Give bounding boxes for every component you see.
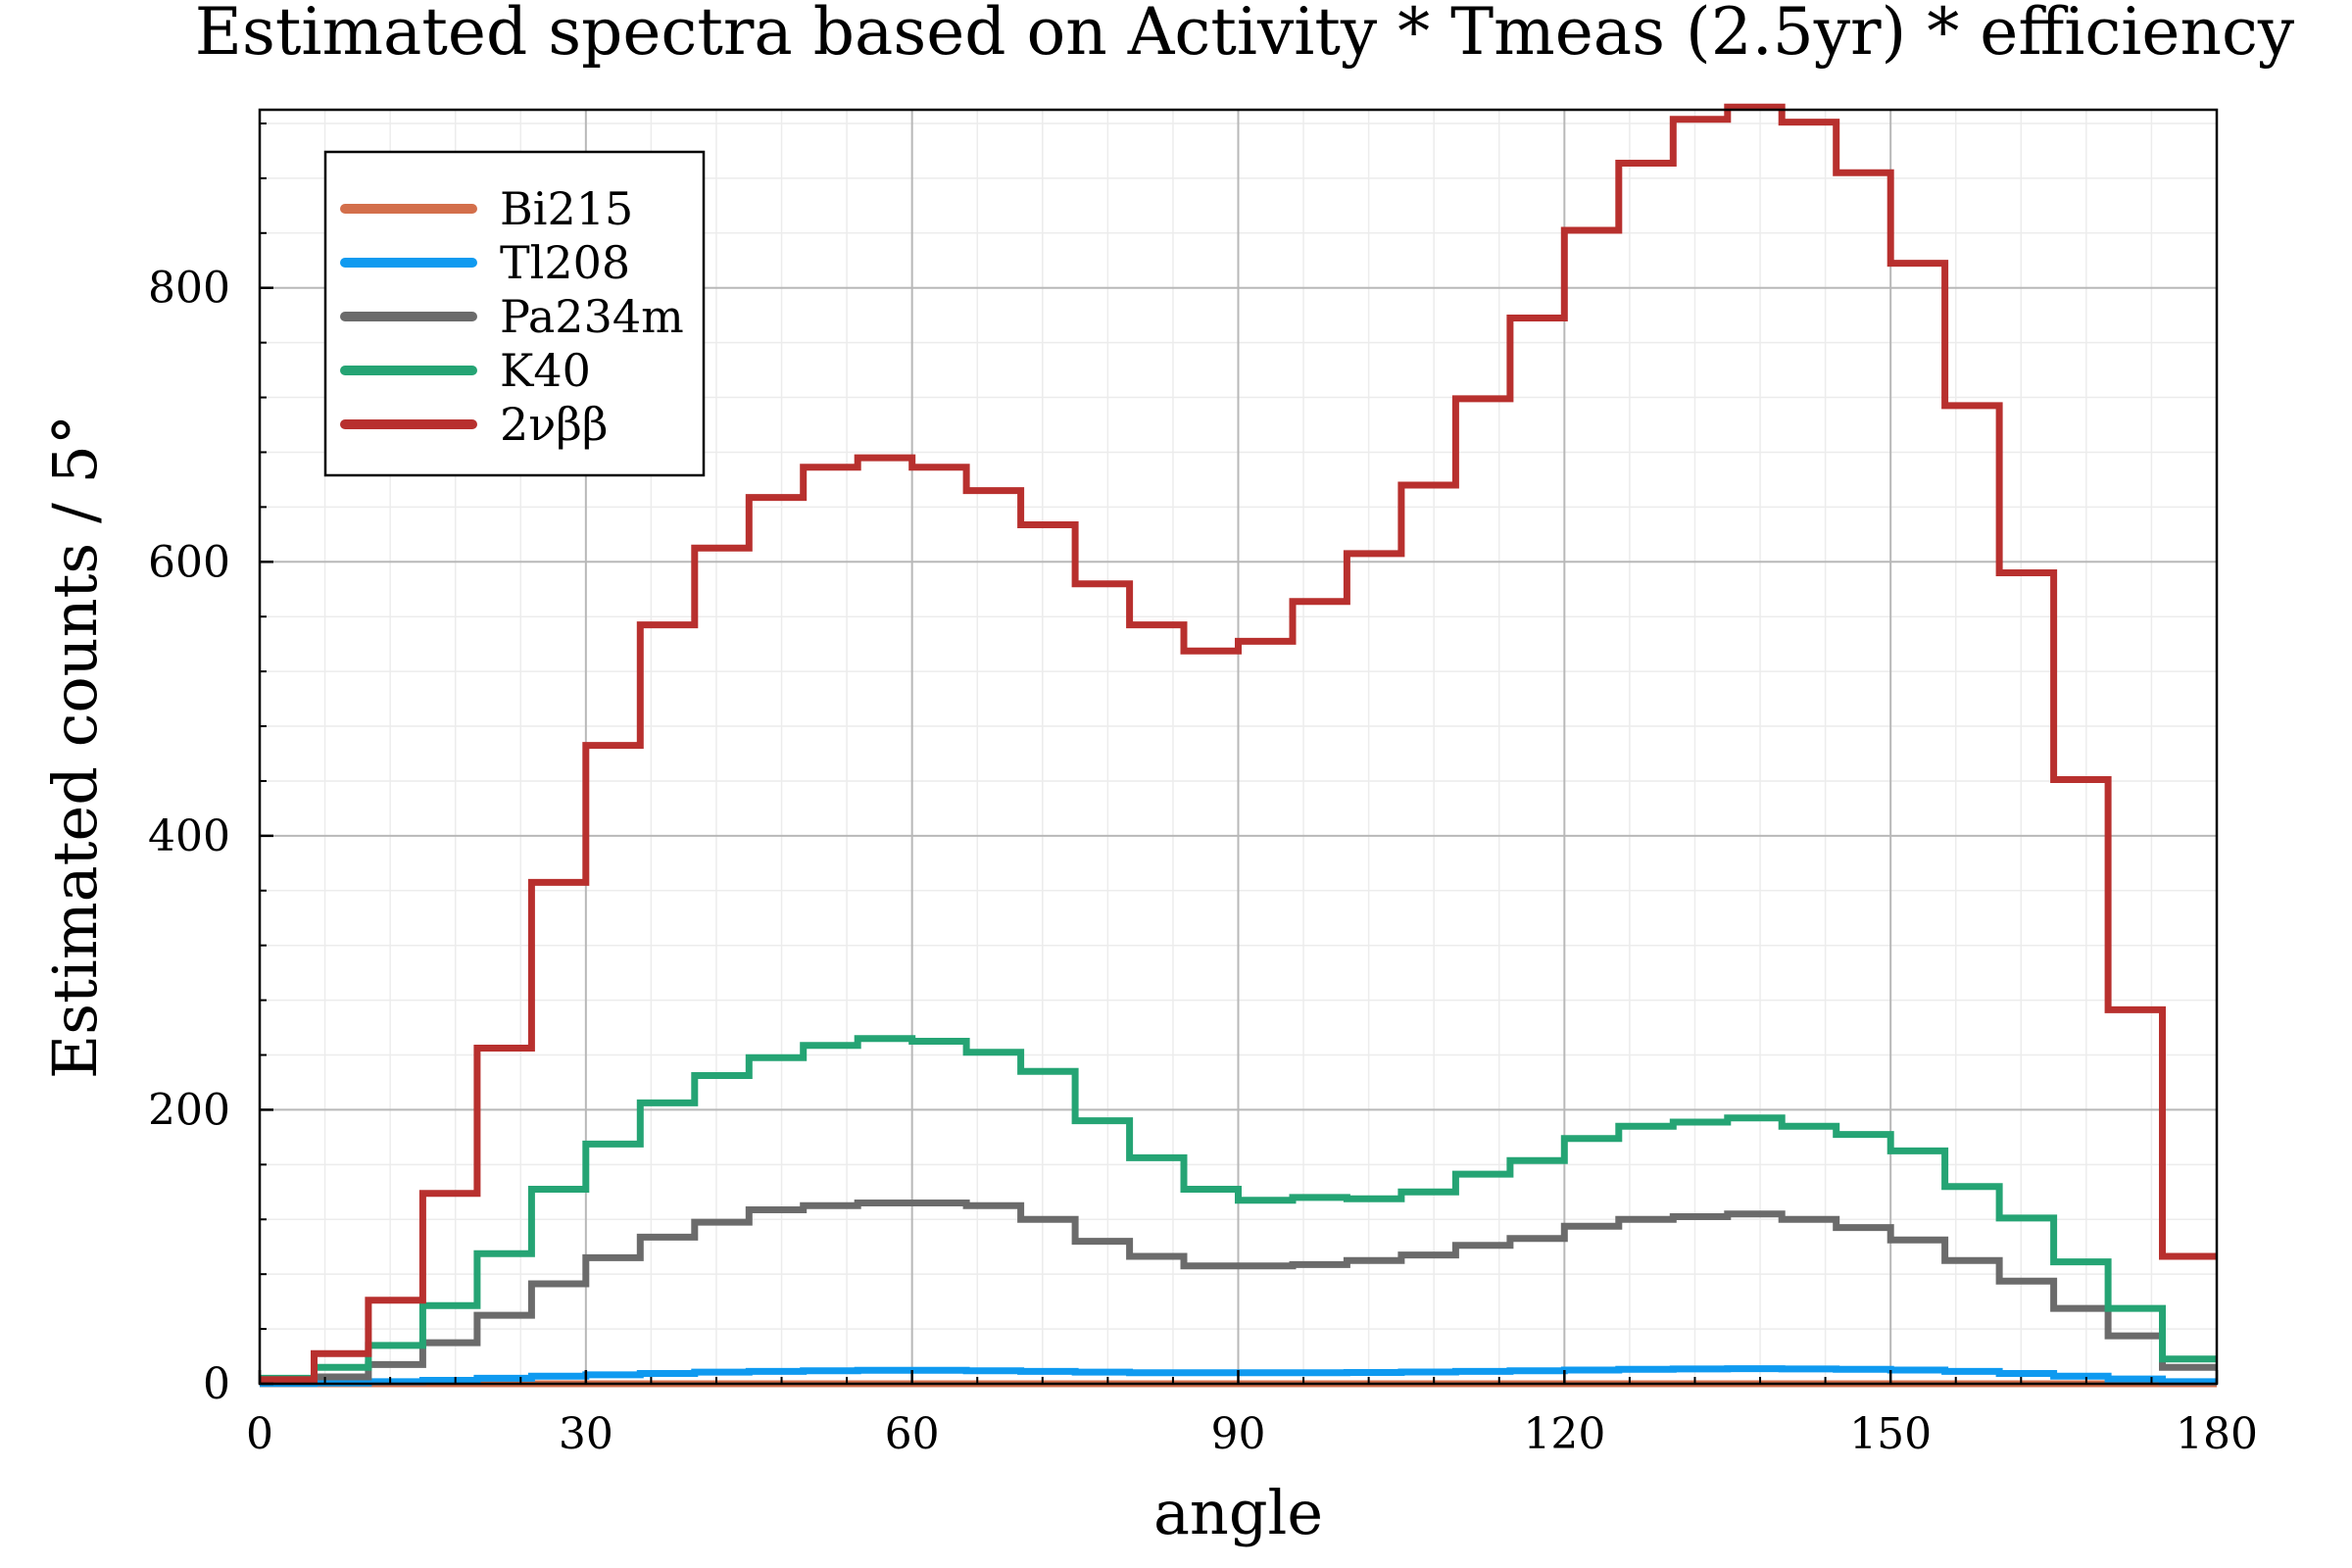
x-tick-label: 0 bbox=[246, 1409, 273, 1459]
series-line-K40 bbox=[260, 1035, 2217, 1382]
y-tick-label: 200 bbox=[148, 1085, 230, 1135]
legend-entry-label: 2νββ bbox=[500, 398, 608, 451]
chart-title: Estimated spectra based on Activity * Tm… bbox=[195, 0, 2295, 70]
y-tick-label: 600 bbox=[148, 537, 230, 587]
x-tick-label: 60 bbox=[885, 1409, 940, 1459]
y-tick-label: 0 bbox=[203, 1359, 230, 1409]
y-tick-label: 800 bbox=[148, 264, 230, 314]
series-line-Pa234m bbox=[260, 1200, 2217, 1384]
y-axis-label: Estimated counts / 5° bbox=[39, 415, 111, 1079]
legend-entry-label: Pa234m bbox=[500, 290, 684, 343]
legend-entry-label: Tl208 bbox=[500, 236, 630, 289]
x-axis-label: angle bbox=[1153, 1477, 1323, 1548]
legend-entry-label: Bi215 bbox=[500, 182, 633, 235]
series-line-2 bbox=[260, 103, 2217, 1384]
x-tick-label: 120 bbox=[1523, 1409, 1605, 1459]
x-tick-label: 30 bbox=[559, 1409, 613, 1459]
x-tick-label: 180 bbox=[2176, 1409, 2258, 1459]
legend-entry-label: K40 bbox=[500, 344, 591, 397]
x-tick-label: 90 bbox=[1211, 1409, 1266, 1459]
axis-ticks: 0 30 60 90 120 150 180 0 200 400 600 800 bbox=[148, 122, 2258, 1459]
y-tick-label: 400 bbox=[148, 811, 230, 861]
x-tick-label: 150 bbox=[1849, 1409, 1932, 1459]
